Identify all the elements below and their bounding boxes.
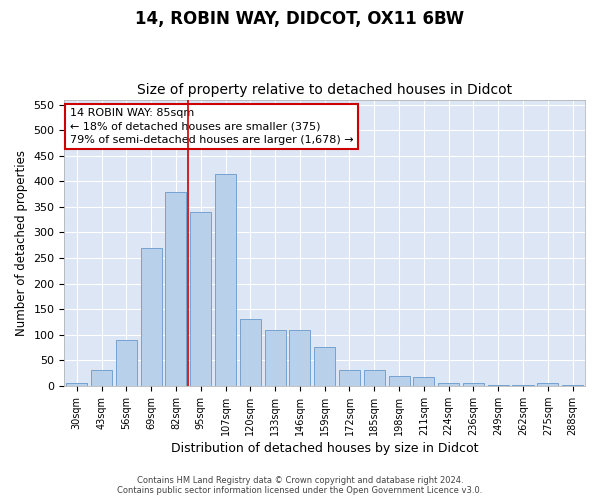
Bar [289, 330, 310, 386]
Bar [488, 385, 509, 386]
Bar [190, 212, 211, 386]
Bar [339, 370, 360, 386]
Bar [463, 384, 484, 386]
Bar [166, 192, 187, 386]
Bar [265, 330, 286, 386]
Bar [512, 385, 533, 386]
Bar [240, 320, 261, 386]
Bar [537, 384, 559, 386]
Bar [364, 370, 385, 386]
Bar [215, 174, 236, 386]
Bar [562, 385, 583, 386]
Bar [389, 376, 410, 386]
Text: 14 ROBIN WAY: 85sqm
← 18% of detached houses are smaller (375)
79% of semi-detac: 14 ROBIN WAY: 85sqm ← 18% of detached ho… [70, 108, 353, 144]
X-axis label: Distribution of detached houses by size in Didcot: Distribution of detached houses by size … [171, 442, 478, 455]
Bar [413, 376, 434, 386]
Bar [91, 370, 112, 386]
Y-axis label: Number of detached properties: Number of detached properties [15, 150, 28, 336]
Bar [314, 348, 335, 386]
Text: 14, ROBIN WAY, DIDCOT, OX11 6BW: 14, ROBIN WAY, DIDCOT, OX11 6BW [136, 10, 464, 28]
Bar [66, 384, 88, 386]
Text: Contains HM Land Registry data © Crown copyright and database right 2024.
Contai: Contains HM Land Registry data © Crown c… [118, 476, 482, 495]
Title: Size of property relative to detached houses in Didcot: Size of property relative to detached ho… [137, 83, 512, 97]
Bar [438, 384, 459, 386]
Bar [116, 340, 137, 386]
Bar [140, 248, 162, 386]
